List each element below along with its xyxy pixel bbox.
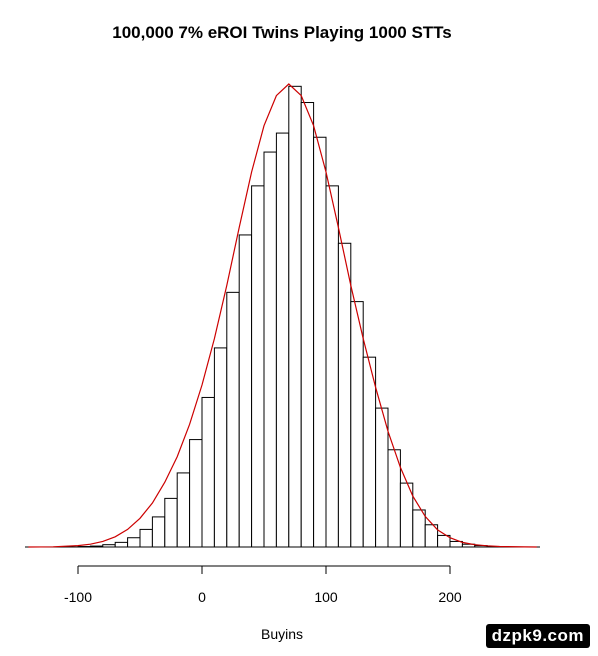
x-axis-label: Buyins	[261, 626, 303, 642]
histogram-bar	[301, 103, 313, 547]
x-tick-label: 200	[438, 589, 462, 605]
histogram-bar	[276, 133, 288, 547]
histogram-bar	[140, 529, 152, 547]
histogram-bar	[338, 243, 350, 547]
histogram-bar	[165, 498, 177, 547]
chart-title: 100,000 7% eROI Twins Playing 1000 STTs	[112, 23, 452, 42]
histogram-bar	[388, 450, 400, 547]
histogram-bar	[363, 357, 375, 547]
histogram-bar	[413, 510, 425, 547]
histogram-bars	[78, 86, 500, 547]
histogram-bar	[128, 538, 140, 547]
x-tick-label: 100	[314, 589, 338, 605]
histogram-bar	[227, 292, 239, 547]
histogram-bar	[214, 348, 226, 547]
histogram-bar	[314, 137, 326, 547]
x-tick-label: 0	[198, 589, 206, 605]
histogram-bar	[376, 408, 388, 547]
histogram-bar	[190, 440, 202, 547]
histogram-bar	[252, 186, 264, 547]
x-tick-label: -100	[64, 589, 92, 605]
histogram-bar	[264, 152, 276, 547]
histogram-bar	[326, 186, 338, 547]
histogram-bar	[239, 235, 251, 547]
x-axis: -100 0 100 200	[64, 566, 462, 605]
histogram-bar	[351, 302, 363, 547]
watermark-logo: dzpk9.com	[486, 624, 590, 648]
histogram-bar	[289, 86, 301, 547]
histogram-bar	[177, 473, 189, 547]
histogram-bar	[202, 397, 214, 547]
histogram-bar	[152, 517, 164, 547]
histogram-bar	[115, 542, 127, 547]
